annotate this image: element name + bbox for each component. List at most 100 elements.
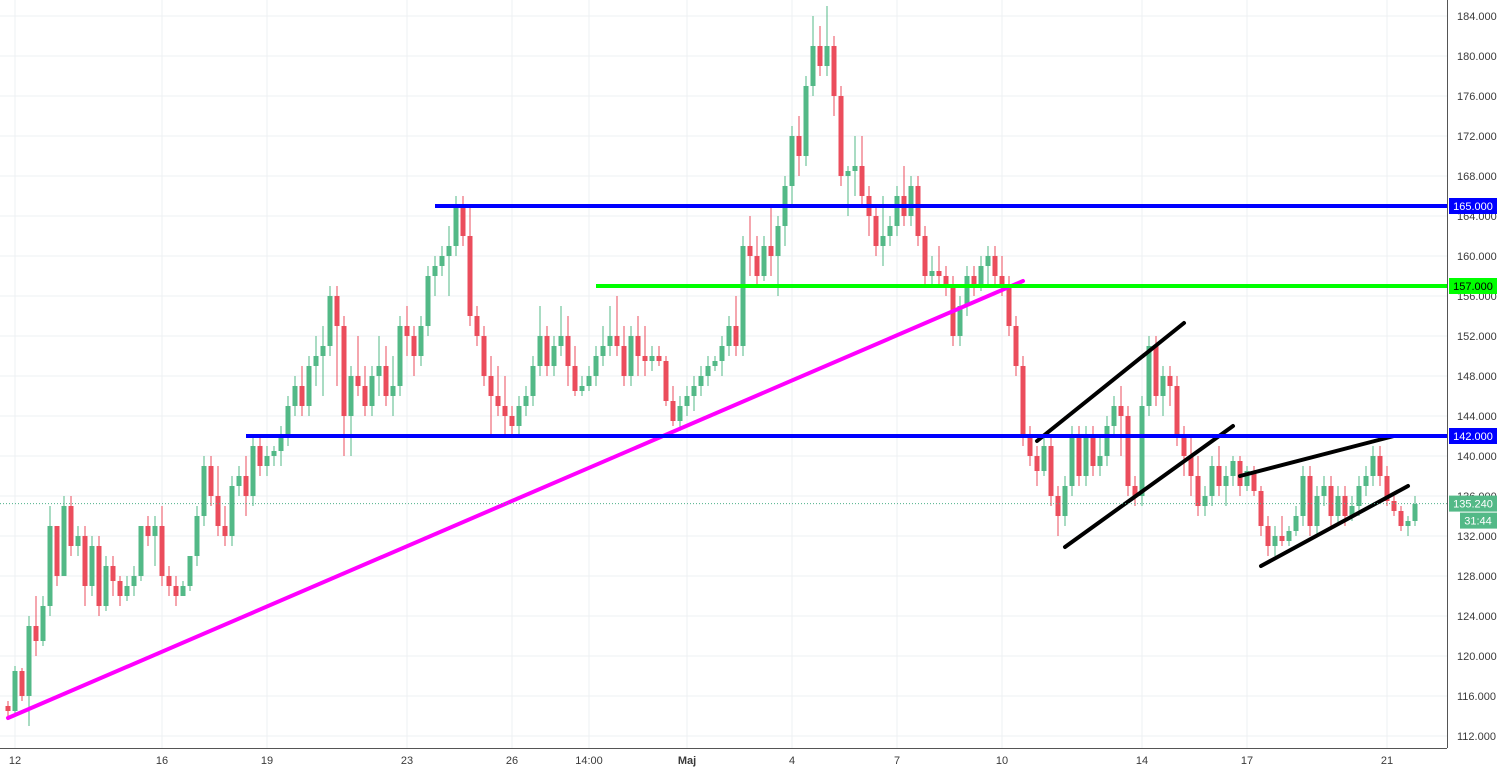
candle-up [103, 566, 109, 606]
candle-up [47, 526, 53, 606]
candle-down [411, 336, 417, 356]
candle-up [810, 46, 816, 86]
candle-up [1300, 476, 1306, 516]
candle-down [474, 316, 480, 336]
candle-down [1265, 526, 1271, 546]
candle-down [299, 386, 305, 406]
candle-down [1398, 511, 1404, 526]
candle-up [1370, 456, 1376, 476]
candle-up [1293, 516, 1299, 531]
candle-down [614, 336, 620, 346]
candle-up [75, 536, 81, 546]
candle-down [495, 396, 501, 406]
candle-up [201, 466, 207, 516]
candle-down [502, 406, 508, 416]
candle-down [1384, 476, 1390, 501]
candle-down [54, 526, 60, 576]
candle-down [96, 546, 102, 606]
last-price-label: 135.240 [1453, 499, 1493, 511]
candle-down [383, 366, 389, 396]
candle-up [516, 406, 522, 426]
candle-down [936, 271, 942, 276]
x-tick-label: 21 [1381, 755, 1393, 767]
candle-down [1377, 456, 1383, 476]
candle-up [908, 186, 914, 216]
candle-down [859, 166, 865, 196]
y-tick-label: 124.000 [1457, 611, 1497, 623]
countdown-label: 31:44 [1464, 516, 1492, 528]
candle-up [1223, 476, 1229, 486]
candle-up [845, 171, 851, 176]
candle-down [544, 336, 550, 366]
y-tick-label: 180.000 [1457, 51, 1497, 63]
candle-down [404, 326, 410, 336]
candle-down [481, 336, 487, 376]
candle-down [656, 356, 662, 361]
x-tick-label: 10 [996, 755, 1008, 767]
candle-down [838, 96, 844, 176]
candle-up [964, 276, 970, 306]
channel-line[interactable] [1063, 424, 1235, 549]
candle-up [1139, 406, 1145, 496]
candle-up [138, 526, 144, 576]
candle-up [446, 246, 452, 256]
candle-down [1167, 376, 1173, 386]
channel-line[interactable] [1259, 484, 1410, 568]
candle-down [1020, 366, 1026, 436]
candle-down [1391, 501, 1397, 511]
candle-down [768, 246, 774, 256]
candle-up [649, 356, 655, 361]
uptrend-line[interactable] [6, 279, 1025, 720]
candle-down [1237, 461, 1243, 486]
candle-down [635, 336, 641, 356]
candle-up [600, 346, 606, 356]
x-tick-label: 17 [1241, 755, 1253, 767]
y-tick-label: 144.000 [1457, 411, 1497, 423]
x-tick-label: Maj [678, 755, 696, 767]
candle-down [1258, 491, 1264, 526]
candle-up [579, 386, 585, 391]
candle-down [1118, 406, 1124, 416]
x-tick-label: 16 [156, 755, 168, 767]
candle-down [733, 326, 739, 346]
candle-down [747, 246, 753, 256]
candle-down [831, 46, 837, 96]
y-tick-label: 172.000 [1457, 131, 1497, 143]
x-tick-label: 23 [401, 755, 413, 767]
candle-up [789, 136, 795, 186]
y-tick-label: 120.000 [1457, 651, 1497, 663]
candle-down [992, 256, 998, 276]
candle-down [1132, 486, 1138, 496]
candle-up [698, 376, 704, 386]
candle-up [1160, 376, 1166, 396]
candle-up [278, 436, 284, 451]
channel-line[interactable] [1238, 434, 1396, 478]
candle-down [19, 671, 25, 696]
candle-up [607, 336, 613, 346]
candle-up [628, 336, 634, 376]
candle-up [1146, 346, 1152, 406]
candle-up [313, 356, 319, 366]
channel-line[interactable] [1035, 321, 1186, 443]
candle-up [1083, 436, 1089, 476]
candle-down [572, 366, 578, 391]
candle-down [1048, 446, 1054, 496]
candle-up [1356, 486, 1362, 506]
candle-up [180, 586, 186, 596]
x-tick-label: 12 [9, 755, 21, 767]
candle-up [285, 406, 291, 436]
candle-up [26, 626, 32, 696]
candle-down [1216, 466, 1222, 486]
candle-down [817, 46, 823, 66]
last-price-tag [1449, 495, 1497, 512]
x-tick-label: 7 [894, 755, 900, 767]
level-price-tag [1449, 198, 1497, 214]
candle-down [1055, 496, 1061, 516]
candle-up [593, 356, 599, 376]
candle-down [873, 216, 879, 246]
candle-up [1321, 486, 1327, 496]
candle-down [208, 466, 214, 496]
candle-down [1307, 476, 1313, 526]
